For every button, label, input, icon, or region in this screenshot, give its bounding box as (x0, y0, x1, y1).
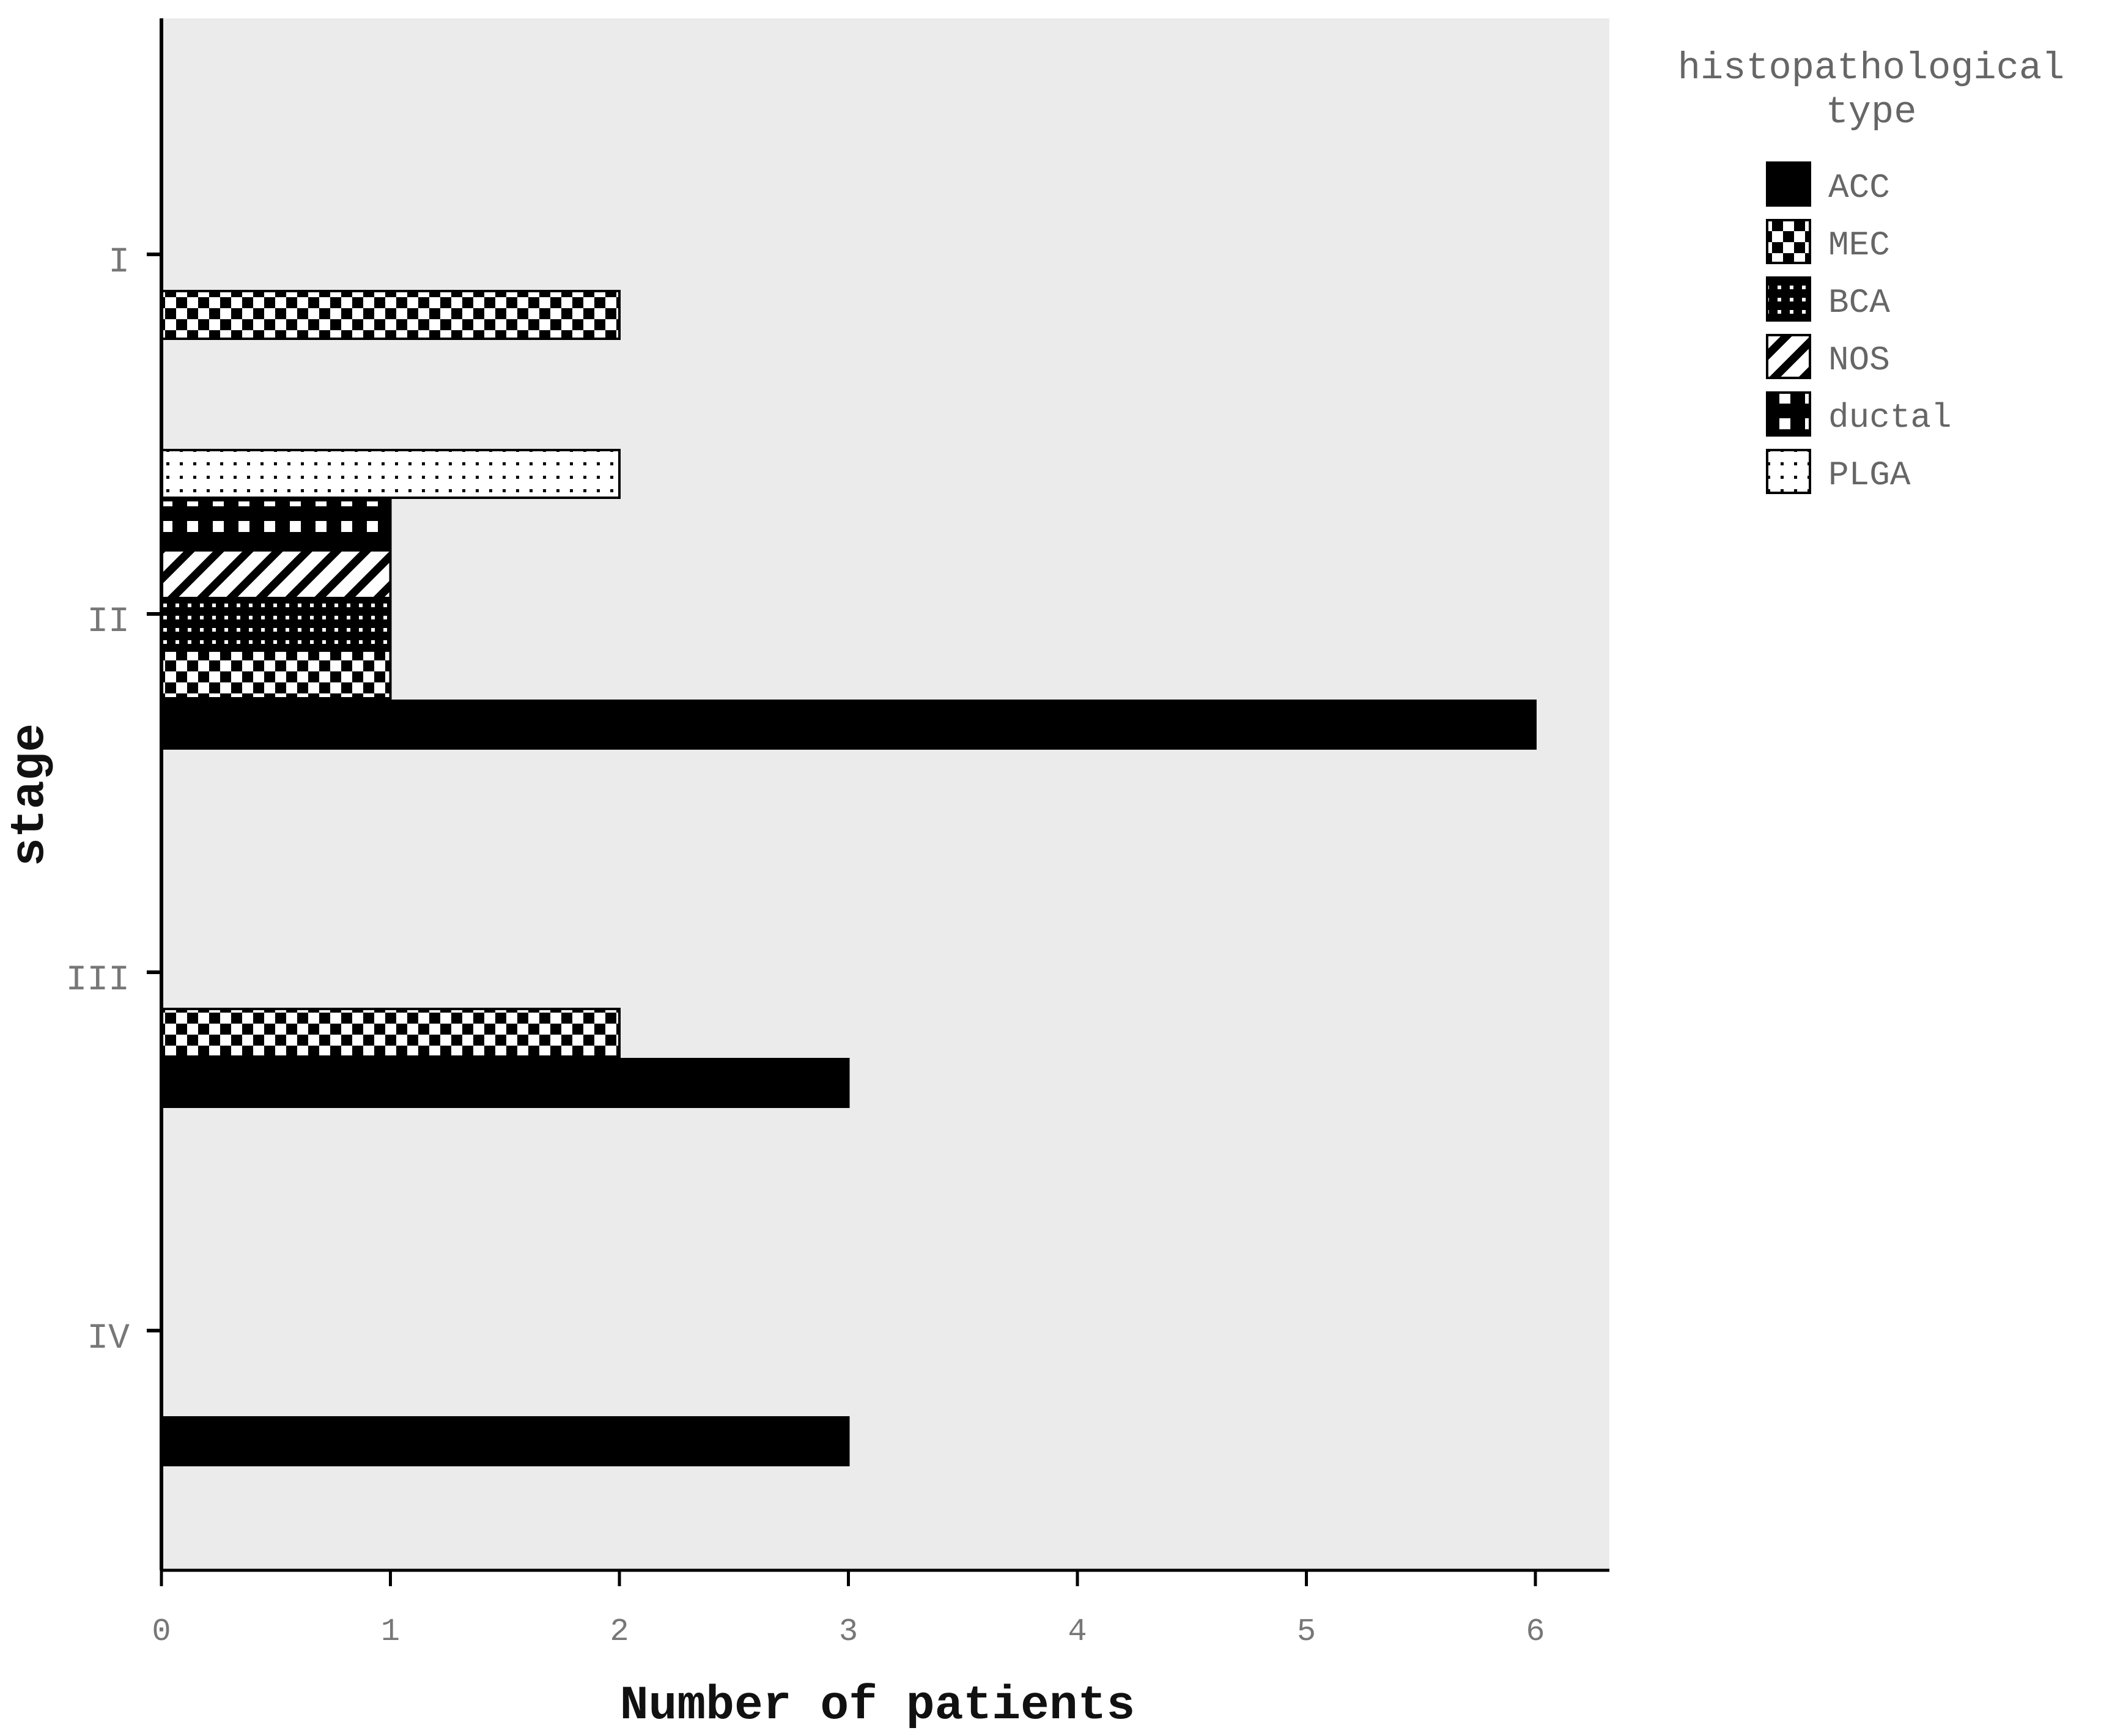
legend-label-ductal: ductal (1828, 398, 1952, 437)
bar-ductal-stage-II (160, 499, 392, 549)
legend-label-BCA: BCA (1828, 283, 1890, 322)
x-axis-title: Number of patients (620, 1679, 1135, 1733)
bar-MEC-stage-I (160, 290, 621, 340)
legend-title: histopathological (1678, 46, 2065, 90)
x-tick-label: 3 (839, 1614, 858, 1650)
legend-swatch-ACC (1766, 161, 1811, 207)
plot-area (161, 18, 1609, 1570)
bar-ACC-stage-III (160, 1058, 850, 1108)
legend-swatch-ductal (1766, 391, 1811, 437)
x-ticks-group: 0 1 2 3 4 5 6 (152, 1570, 1545, 1650)
y-tick-label: III (66, 961, 130, 1000)
bar-ACC-stage-II (160, 700, 1537, 750)
legend-label-MEC: MEC (1828, 226, 1890, 265)
legend-label-NOS: NOS (1828, 341, 1890, 380)
legend-label-ACC: ACC (1828, 168, 1890, 207)
y-axis-title: stage (4, 723, 57, 866)
x-tick-label: 1 (381, 1614, 400, 1650)
x-tick-label: 2 (610, 1614, 629, 1650)
bar-ACC-stage-IV (160, 1416, 850, 1466)
bar-PLGA-stage-II (160, 449, 621, 499)
y-tick-label: IV (87, 1319, 130, 1359)
legend-swatch-NOS (1766, 334, 1811, 379)
x-tick-label: 5 (1297, 1614, 1316, 1650)
bars-group (160, 290, 1537, 1466)
legend-swatch-PLGA (1766, 449, 1811, 494)
x-tick-label: 4 (1068, 1614, 1087, 1650)
legend-label-PLGA: PLGA (1828, 456, 1911, 495)
y-tick-label: I (108, 243, 130, 283)
bar-NOS-stage-II (160, 549, 392, 599)
x-tick-label: 0 (152, 1614, 171, 1650)
bar-MEC-stage-III (160, 1008, 621, 1058)
legend-title: type (1826, 90, 1917, 134)
y-tick-label: II (87, 602, 130, 642)
legend-swatch-BCA (1766, 276, 1811, 322)
legend-swatch-MEC (1766, 219, 1811, 264)
bar-BCA-stage-II (160, 599, 392, 649)
x-tick-label: 6 (1526, 1614, 1545, 1650)
bar-MEC-stage-II (160, 649, 392, 700)
